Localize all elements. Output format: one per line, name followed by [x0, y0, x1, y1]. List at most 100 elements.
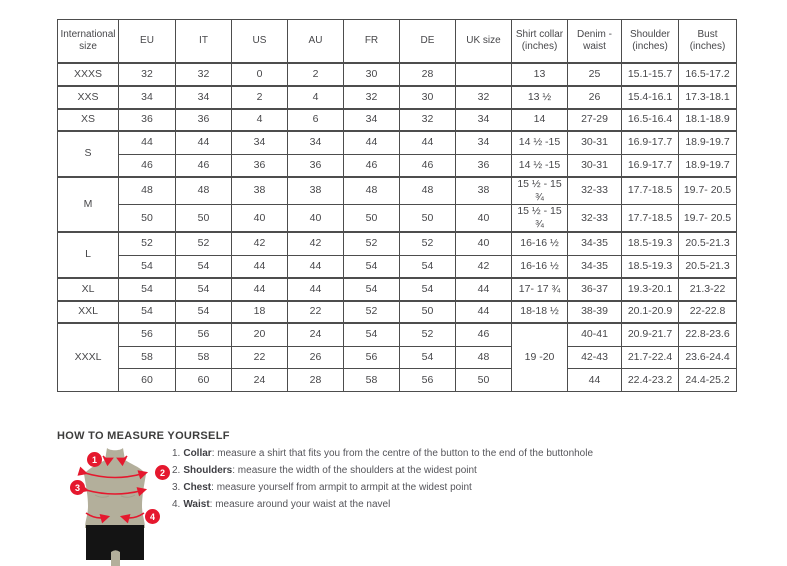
- step-text: : measure yourself from armpit to armpit…: [211, 482, 472, 493]
- size-cell: 44: [343, 130, 400, 155]
- size-cell: 52: [118, 231, 176, 256]
- size-cell: 32-33: [567, 175, 622, 205]
- size-cell: 48: [399, 175, 456, 205]
- size-cell: 34: [287, 130, 344, 155]
- size-cell: 38: [455, 175, 512, 205]
- size-cell: 34-35: [567, 231, 622, 256]
- size-cell: 30-31: [567, 153, 622, 178]
- size-cell: 52: [343, 299, 400, 324]
- size-cell: 15 ½ - 15 ¾: [511, 204, 568, 233]
- size-cell: 2: [231, 84, 288, 109]
- table-row: 46 46 36 36 46 46 36 14 ½ -15 30-31 16.9-17.7 18.9…: [58, 153, 737, 178]
- shoulders-badge: 2: [155, 465, 170, 480]
- size-cell: 14: [511, 107, 568, 132]
- size-cell: 54: [175, 299, 232, 324]
- step-term: Shoulders: [183, 465, 233, 476]
- size-cell: 19.7- 20.5: [678, 204, 737, 233]
- mannequin-illustration: [77, 448, 149, 566]
- size-cell: 21.3-22: [678, 276, 737, 301]
- column-header-fr: FR: [343, 19, 400, 64]
- size-cell: 50: [455, 368, 512, 392]
- column-header-us: US: [231, 19, 288, 64]
- size-cell: 54: [343, 254, 400, 279]
- size-cell: 36: [231, 153, 288, 178]
- size-cell: 34: [455, 107, 512, 132]
- size-cell: 28: [287, 368, 344, 392]
- table-row: 58 58 22 26 56 54 48 42-43 21.7-22.4 23.6-24.4: [58, 345, 737, 370]
- size-cell: 42: [231, 231, 288, 256]
- size-cell: XXS: [57, 84, 119, 109]
- size-cell: 50: [399, 299, 456, 324]
- column-header-uk-size: UK size: [455, 19, 512, 64]
- size-cell: 22.4-23.2: [621, 368, 679, 392]
- measure-step-waist: 4. Waist: measure around your waist at th…: [172, 499, 593, 510]
- size-cell: 46: [175, 153, 232, 178]
- size-cell: XS: [57, 107, 119, 132]
- column-header-shoulder: Shoulder (inches): [621, 19, 679, 64]
- size-cell: 34-35: [567, 254, 622, 279]
- size-cell: 18.9-19.7: [678, 130, 737, 155]
- size-cell: 40: [287, 204, 344, 233]
- size-cell: 46: [343, 153, 400, 178]
- size-cell: 15 ½ - 15 ¾: [511, 175, 568, 205]
- size-cell: 24.4-25.2: [678, 368, 737, 392]
- table-row: XXXL 56 56 20 24 54 52 46 19 -20 40-41 20.9-21.7 22…: [57, 322, 737, 393]
- size-cell: 19.3-20.1: [621, 276, 679, 301]
- column-header-international-size: International size: [57, 19, 119, 64]
- waist-arrow-left: [85, 512, 111, 524]
- size-cell: 16-16 ½: [511, 254, 568, 279]
- size-cell: 34: [343, 107, 400, 132]
- size-cell: 16.5-17.2: [678, 62, 737, 87]
- size-cell: 48: [455, 345, 512, 370]
- size-cell: 48: [118, 175, 176, 205]
- size-cell: 18.1-18.9: [678, 107, 737, 132]
- size-cell: 26: [567, 84, 622, 109]
- size-cell: 16-16 ½: [511, 231, 568, 256]
- size-cell: 44: [287, 254, 344, 279]
- size-cell: 44: [175, 130, 232, 155]
- size-cell: 22.8-23.6: [678, 322, 737, 347]
- size-cell: 34: [455, 130, 512, 155]
- size-cell: 22: [231, 345, 288, 370]
- size-cell: 6: [287, 107, 344, 132]
- size-cell: 52: [399, 231, 456, 256]
- step-number: 1.: [172, 448, 181, 459]
- measure-instructions: 1. Collar: measure a shirt that fits you …: [172, 448, 593, 516]
- size-cell: 54: [118, 276, 176, 301]
- size-cell: 19.7- 20.5: [678, 175, 737, 205]
- size-cell: XXL: [57, 299, 119, 324]
- size-cell: 36: [175, 107, 232, 132]
- size-cell: 22-22.8: [678, 299, 737, 324]
- size-cell: 54: [343, 322, 400, 347]
- collar-arrow-left: [102, 455, 114, 467]
- size-cell: 32: [455, 84, 512, 109]
- size-cell: 15.1-15.7: [621, 62, 679, 87]
- step-term: Chest: [183, 482, 212, 493]
- step-text: : measure around your waist at the navel: [209, 499, 391, 510]
- size-cell: 24: [231, 368, 288, 392]
- size-table: International size EU IT US AU FR DE UK …: [57, 19, 737, 393]
- size-cell: 54: [399, 254, 456, 279]
- size-cell: 24: [287, 322, 344, 347]
- size-cell: 50: [399, 204, 456, 233]
- size-cell: 36: [118, 107, 176, 132]
- column-header-denim-waist: Denim - waist: [567, 19, 622, 64]
- size-cell: 4: [287, 84, 344, 109]
- size-cell: 17.7-18.5: [621, 204, 679, 233]
- size-cell: 38-39: [567, 299, 622, 324]
- size-cell: 54: [118, 299, 176, 324]
- collar-badge: 1: [87, 452, 102, 467]
- size-cell: 16.9-17.7: [621, 130, 679, 155]
- step-number: 2.: [172, 465, 181, 476]
- size-cell: 54: [343, 276, 400, 301]
- step-number: 3.: [172, 482, 181, 493]
- size-cell: 44: [231, 254, 288, 279]
- chest-badge: 3: [70, 480, 85, 495]
- waist-arrow-right: [119, 512, 145, 524]
- size-cell: 15.4-16.1: [621, 84, 679, 109]
- size-cell: 18-18 ½: [511, 299, 568, 324]
- column-header-bust: Bust (inches): [678, 19, 737, 64]
- size-cell: XL: [57, 276, 119, 301]
- size-cell: 42: [455, 254, 512, 279]
- size-cell: 48: [175, 175, 232, 205]
